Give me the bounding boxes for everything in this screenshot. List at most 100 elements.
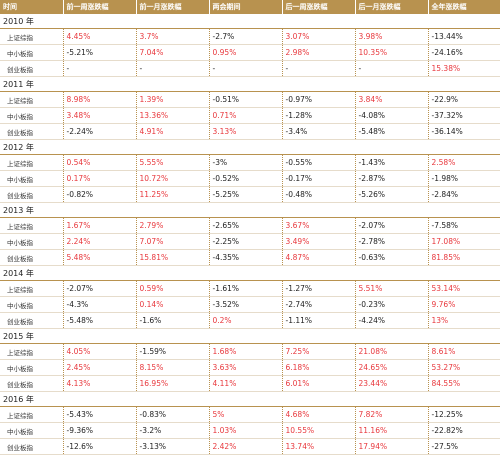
value-cell: 2.98% <box>282 44 356 61</box>
value-cell: 4.91% <box>136 123 210 140</box>
value-cell: 4.45% <box>63 28 137 45</box>
value-cell: -2.65% <box>209 217 283 234</box>
value-cell: 10.35% <box>355 44 429 61</box>
value-cell: 3.49% <box>282 233 356 250</box>
value-cell: 10.55% <box>282 422 356 439</box>
table-row: 创业板指 4.13% 16.95% 4.11% 6.01% 23.44% 84.55% <box>0 375 500 392</box>
year-row: 2012 年 <box>0 139 500 155</box>
value-cell: -0.51% <box>209 91 283 108</box>
value-cell: 1.03% <box>209 422 283 439</box>
value-cell: 53.27% <box>428 359 500 376</box>
value-cell: 17.08% <box>428 233 500 250</box>
value-cell: 3.7% <box>136 28 210 45</box>
value-cell: 7.07% <box>136 233 210 250</box>
table-row: 创业板指 -5.48% -1.6% 0.2% -1.11% -4.24% 13% <box>0 312 500 329</box>
value-cell: 24.65% <box>355 359 429 376</box>
value-cell: 3.13% <box>209 123 283 140</box>
value-cell: 1.67% <box>63 217 137 234</box>
year-label: 2011 年 <box>0 76 500 92</box>
index-label: 上证综指 <box>0 343 64 360</box>
header-prev-week: 前一周涨跌幅 <box>63 0 137 14</box>
value-cell: 5% <box>209 406 283 423</box>
value-cell: 3.63% <box>209 359 283 376</box>
value-cell: -3% <box>209 154 283 171</box>
value-cell: -3.2% <box>136 422 210 439</box>
value-cell: -12.25% <box>428 406 500 423</box>
year-label: 2010 年 <box>0 14 500 29</box>
value-cell: - <box>355 60 429 77</box>
value-cell: -4.08% <box>355 107 429 124</box>
value-cell: 0.14% <box>136 296 210 313</box>
value-cell: -0.52% <box>209 170 283 187</box>
value-cell: -5.21% <box>63 44 137 61</box>
index-label: 上证综指 <box>0 217 64 234</box>
value-cell: 7.82% <box>355 406 429 423</box>
value-cell: 0.71% <box>209 107 283 124</box>
year-row: 2011 年 <box>0 76 500 92</box>
value-cell: -2.07% <box>63 280 137 297</box>
value-cell: 10.72% <box>136 170 210 187</box>
value-cell: -2.25% <box>209 233 283 250</box>
table-row: 创业板指 - - - - -15.38% <box>0 60 500 77</box>
value-cell: -0.83% <box>136 406 210 423</box>
value-cell: -1.11% <box>282 312 356 329</box>
value-cell: -5.48% <box>355 123 429 140</box>
table-row: 中小板指 2.24% 7.07% -2.25% 3.49% -2.78% 17.08% <box>0 233 500 250</box>
value-cell: 84.55% <box>428 375 500 392</box>
value-cell: -0.23% <box>355 296 429 313</box>
value-cell: -13.44% <box>428 28 500 45</box>
value-cell: 11.25% <box>136 186 210 203</box>
value-cell: 3.48% <box>63 107 137 124</box>
table-row: 上证综指 4.45% 3.7% -2.7% 3.07% 3.98% -13.44% <box>0 28 500 45</box>
value-cell: -24.16% <box>428 44 500 61</box>
table-row: 中小板指 0.17% 10.72% -0.52% -0.17% -2.87% -1.98% <box>0 170 500 187</box>
header-next-week: 后一周涨跌幅 <box>282 0 356 14</box>
value-cell: -3.52% <box>209 296 283 313</box>
index-label: 中小板指 <box>0 107 64 124</box>
value-cell: -22.82% <box>428 422 500 439</box>
value-cell: -1.61% <box>209 280 283 297</box>
value-cell: 8.15% <box>136 359 210 376</box>
value-cell: 11.16% <box>355 422 429 439</box>
table-row: 上证综指 -5.43% -0.83% 5% 4.68% 7.82% -12.25% <box>0 406 500 423</box>
value-cell: -12.6% <box>63 438 137 455</box>
value-cell: -2.7% <box>209 28 283 45</box>
value-cell: 4.68% <box>282 406 356 423</box>
data-table: 时间 前一周涨跌幅 前一月涨跌幅 两会期间 后一周涨跌幅 后一月涨跌幅 全年涨跌… <box>0 0 500 455</box>
value-cell: 6.01% <box>282 375 356 392</box>
value-cell: 4.13% <box>63 375 137 392</box>
year-label: 2015 年 <box>0 328 500 344</box>
value-cell: -0.97% <box>282 91 356 108</box>
value-cell: 4.11% <box>209 375 283 392</box>
value-cell: -1.43% <box>355 154 429 171</box>
value-cell: -1.6% <box>136 312 210 329</box>
index-label: 上证综指 <box>0 406 64 423</box>
value-cell: 3.07% <box>282 28 356 45</box>
value-cell: 17.94% <box>355 438 429 455</box>
value-cell: -0.17% <box>282 170 356 187</box>
value-cell: -5.43% <box>63 406 137 423</box>
value-cell: -2.74% <box>282 296 356 313</box>
index-label: 上证综指 <box>0 154 64 171</box>
value-cell: -3.4% <box>282 123 356 140</box>
table-row: 上证综指 -2.07% 0.59% -1.61% -1.27% 5.51% 53.14% <box>0 280 500 297</box>
value-cell: -1.59% <box>136 343 210 360</box>
value-cell: 3.84% <box>355 91 429 108</box>
table-row: 上证综指 8.98% 1.39% -0.51% -0.97% 3.84% -22.9% <box>0 91 500 108</box>
value-cell: 13.74% <box>282 438 356 455</box>
value-cell: -7.58% <box>428 217 500 234</box>
value-cell: 7.04% <box>136 44 210 61</box>
value-cell: -0.55% <box>282 154 356 171</box>
year-label: 2016 年 <box>0 391 500 407</box>
value-cell: 1.39% <box>136 91 210 108</box>
value-cell: 16.95% <box>136 375 210 392</box>
index-label: 创业板指 <box>0 123 64 140</box>
value-cell: -9.36% <box>63 422 137 439</box>
year-row: 2015 年 <box>0 328 500 344</box>
value-cell: -0.48% <box>282 186 356 203</box>
header-next-month: 后一月涨跌幅 <box>355 0 429 14</box>
value-cell: 9.76% <box>428 296 500 313</box>
value-cell: -0.63% <box>355 249 429 266</box>
value-cell: -2.24% <box>63 123 137 140</box>
header-row: 时间 前一周涨跌幅 前一月涨跌幅 两会期间 后一周涨跌幅 后一月涨跌幅 全年涨跌… <box>0 0 500 14</box>
